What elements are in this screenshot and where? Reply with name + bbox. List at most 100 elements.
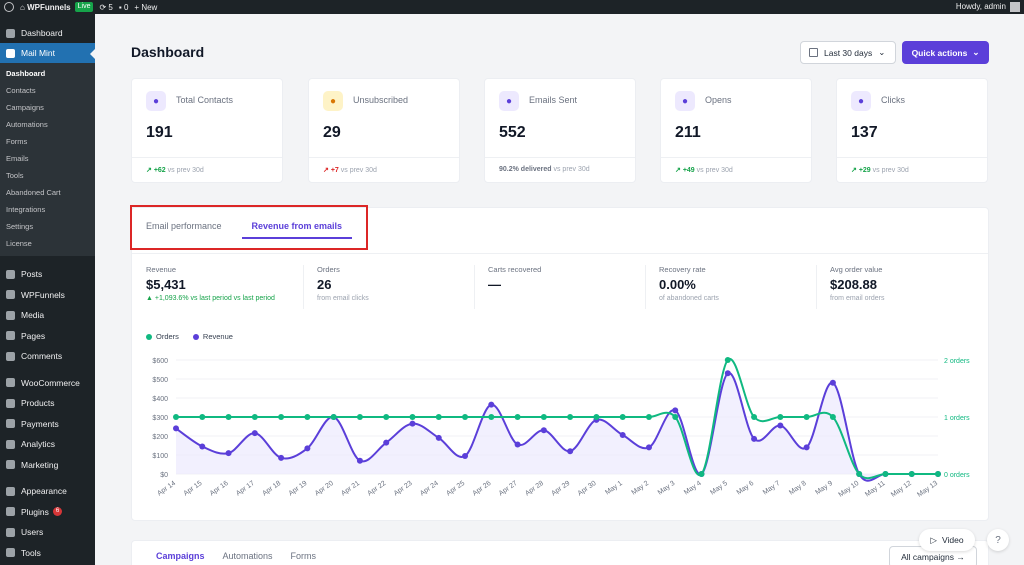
orders-point[interactable]	[829, 414, 836, 420]
orders-point[interactable]	[777, 414, 784, 420]
revenue-point[interactable]	[251, 430, 258, 437]
legend-orders[interactable]: Orders	[146, 332, 179, 341]
wordpress-logo-icon[interactable]	[4, 2, 14, 12]
revenue-point[interactable]	[777, 422, 784, 429]
video-button[interactable]: ▷ Video	[919, 529, 975, 551]
stat-card-opens[interactable]: ● Opens 211 ↗ +49 vs prev 30d	[660, 78, 812, 183]
howdy-user[interactable]: Howdy, admin	[955, 2, 1006, 11]
orders-point[interactable]	[330, 414, 337, 420]
revenue-point[interactable]	[619, 432, 626, 439]
submenu-item-automations[interactable]: Automations	[6, 120, 48, 129]
sidebar-item-analytics[interactable]: Analytics	[0, 434, 95, 455]
revenue-point[interactable]	[751, 435, 758, 442]
orders-point[interactable]	[488, 414, 495, 420]
orders-point[interactable]	[593, 414, 600, 420]
revenue-point[interactable]	[409, 420, 416, 427]
orders-point[interactable]	[199, 414, 206, 420]
submenu-item-dashboard[interactable]: Dashboard	[6, 69, 46, 78]
orders-point[interactable]	[935, 471, 941, 477]
new-link[interactable]: + New	[134, 0, 157, 14]
orders-point[interactable]	[882, 471, 889, 477]
orders-point[interactable]	[278, 414, 285, 420]
orders-point[interactable]	[173, 414, 179, 420]
tab-automations[interactable]: Automations	[222, 551, 273, 561]
help-button[interactable]: ?	[987, 529, 1009, 551]
orders-point[interactable]	[856, 471, 863, 477]
sidebar-item-wpfunnels[interactable]: WPFunnels	[0, 285, 95, 306]
stat-card-emails-sent[interactable]: ● Emails Sent 552 90.2% delivered vs prev 3…	[484, 78, 636, 183]
sidebar-item-mail-mint[interactable]: Mail Mint	[0, 43, 95, 63]
submenu-item-abandoned-cart[interactable]: Abandoned Cart	[6, 188, 61, 197]
revenue-point[interactable]	[225, 450, 232, 457]
sidebar-item-marketing[interactable]: Marketing	[0, 455, 95, 476]
tab-email-performance[interactable]: Email performance	[146, 221, 222, 231]
revenue-point[interactable]	[278, 454, 285, 461]
sidebar-item-payments[interactable]: Payments	[0, 414, 95, 435]
revenue-point[interactable]	[829, 379, 836, 386]
site-link[interactable]: ⌂ WPFunnels Live	[20, 0, 94, 14]
sidebar-item-users[interactable]: Users	[0, 522, 95, 543]
legend-revenue[interactable]: Revenue	[192, 332, 233, 341]
orders-point[interactable]	[698, 471, 705, 477]
revenue-point[interactable]	[488, 401, 495, 408]
updates-link[interactable]: ⟳ 5	[99, 0, 112, 14]
sidebar-item-plugins[interactable]: Plugins 6	[0, 502, 95, 523]
date-range-select[interactable]: Last 30 days ⌄	[800, 41, 896, 64]
orders-point[interactable]	[383, 414, 390, 420]
orders-point[interactable]	[304, 414, 311, 420]
orders-point[interactable]	[462, 414, 469, 420]
revenue-point[interactable]	[514, 441, 521, 448]
revenue-point[interactable]	[356, 457, 363, 464]
tab-revenue-from-emails[interactable]: Revenue from emails	[241, 221, 353, 239]
revenue-point[interactable]	[462, 452, 469, 459]
revenue-point[interactable]	[803, 444, 810, 451]
orders-point[interactable]	[908, 471, 915, 477]
sidebar-item-woocommerce[interactable]: WooCommerce	[0, 373, 95, 394]
tab-forms[interactable]: Forms	[290, 551, 317, 561]
orders-point[interactable]	[751, 414, 758, 420]
orders-point[interactable]	[645, 414, 652, 420]
sidebar-item-dashboard[interactable]: Dashboard	[0, 23, 95, 43]
revenue-point[interactable]	[540, 427, 547, 434]
sidebar-item-tools[interactable]: Tools	[0, 543, 95, 564]
revenue-point[interactable]	[672, 407, 679, 414]
revenue-point[interactable]	[645, 444, 652, 451]
revenue-point[interactable]	[199, 443, 206, 450]
submenu-item-emails[interactable]: Emails	[6, 154, 29, 163]
orders-point[interactable]	[619, 414, 626, 420]
sidebar-item-products[interactable]: Products	[0, 393, 95, 414]
submenu-item-tools[interactable]: Tools	[6, 171, 24, 180]
orders-point[interactable]	[724, 357, 731, 363]
submenu-item-integrations[interactable]: Integrations	[6, 205, 46, 214]
comments-link[interactable]: ▪ 0	[119, 0, 129, 14]
sidebar-item-media[interactable]: Media	[0, 305, 95, 326]
tab-campaigns[interactable]: Campaigns	[156, 551, 205, 561]
stat-card-total-contacts[interactable]: ● Total Contacts 191 ↗ +62 vs prev 30d	[131, 78, 283, 183]
stat-card-clicks[interactable]: ● Clicks 137 ↗ +29 vs prev 30d	[836, 78, 988, 183]
avatar[interactable]	[1010, 2, 1020, 12]
sidebar-item-posts[interactable]: Posts	[0, 264, 95, 285]
orders-point[interactable]	[803, 414, 810, 420]
orders-point[interactable]	[225, 414, 232, 420]
orders-point[interactable]	[567, 414, 574, 420]
submenu-item-forms[interactable]: Forms	[6, 137, 28, 146]
orders-point[interactable]	[251, 414, 258, 420]
revenue-point[interactable]	[724, 370, 731, 377]
stat-card-unsubscribed[interactable]: ● Unsubscribed 29 ↗ +7 vs prev 30d	[308, 78, 460, 183]
sidebar-item-pages[interactable]: Pages	[0, 326, 95, 347]
sidebar-item-comments[interactable]: Comments	[0, 346, 95, 367]
submenu-item-license[interactable]: License	[6, 239, 32, 248]
orders-point[interactable]	[435, 414, 442, 420]
revenue-point[interactable]	[304, 445, 311, 452]
orders-point[interactable]	[672, 414, 679, 420]
submenu-item-contacts[interactable]: Contacts	[6, 86, 36, 95]
orders-point[interactable]	[514, 414, 521, 420]
quick-actions-button[interactable]: Quick actions ⌄	[902, 41, 989, 64]
submenu-item-campaigns[interactable]: Campaigns	[6, 103, 44, 112]
revenue-point[interactable]	[383, 439, 390, 446]
revenue-point[interactable]	[173, 425, 179, 432]
revenue-point[interactable]	[435, 434, 442, 441]
orders-point[interactable]	[356, 414, 363, 420]
sidebar-item-appearance[interactable]: Appearance	[0, 481, 95, 502]
orders-point[interactable]	[409, 414, 416, 420]
